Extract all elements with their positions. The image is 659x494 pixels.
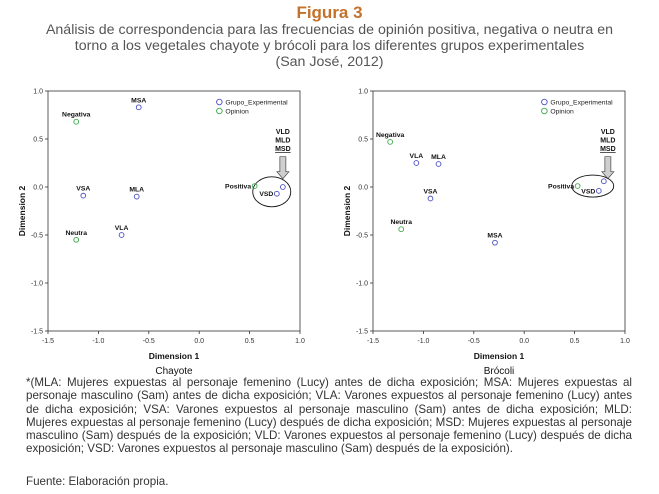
- annotation-label: MSD: [275, 146, 291, 153]
- arrow-icon: [601, 156, 615, 180]
- chart-subtitle: Brócoli: [484, 366, 515, 377]
- plot-frame: [372, 90, 626, 332]
- point-label: VSA: [423, 189, 437, 196]
- data-point: [280, 184, 286, 190]
- x-tick-label: 0.5: [245, 338, 255, 345]
- plot-frame: [47, 90, 301, 332]
- point-label: MSA: [131, 97, 146, 104]
- x-tick-label: 1.0: [295, 338, 305, 345]
- legend-marker: [541, 98, 548, 106]
- y-tick-label: -1.0: [31, 281, 43, 288]
- legend-label: Opinion: [550, 109, 574, 116]
- data-point: [73, 118, 80, 125]
- x-tick-label: 0.5: [570, 338, 580, 345]
- footnote: *(MLA: Mujeres expuestas al personaje fe…: [26, 376, 632, 456]
- point-label: Negativa: [376, 132, 405, 139]
- highlight-ellipse: [571, 174, 615, 198]
- data-point: [595, 187, 602, 194]
- highlight-ellipse: [252, 176, 292, 208]
- data-point: [574, 183, 581, 189]
- annotation-label: MLD: [275, 138, 290, 145]
- x-tick-label: 0.0: [194, 338, 204, 345]
- point-label: Positiva: [225, 184, 251, 191]
- annotation-label: VLD: [601, 129, 615, 136]
- point-label: MSA: [487, 233, 502, 240]
- y-tick-label: 0.0: [33, 185, 43, 192]
- data-point: [387, 139, 393, 145]
- legend-label: Grupo_Experimental: [225, 100, 288, 107]
- data-point: [80, 192, 87, 199]
- point-label: VLA: [410, 153, 424, 160]
- footnote-text: *(MLA: Mujeres expuestas al personaje fe…: [26, 376, 632, 456]
- x-tick-label: -1.0: [417, 338, 429, 345]
- data-point: [600, 178, 607, 185]
- x-tick-label: -0.5: [143, 338, 155, 345]
- arrow-icon: [276, 156, 290, 180]
- y-axis-label: Dimension 2: [17, 185, 27, 236]
- data-point: [135, 104, 142, 111]
- point-label: Neutra: [65, 230, 87, 237]
- data-point: [251, 183, 258, 189]
- y-tick-label: 0.5: [358, 137, 368, 144]
- y-tick-label: 0.5: [33, 137, 43, 144]
- legend-label: Grupo_Experimental: [550, 100, 613, 107]
- data-point: [413, 160, 420, 166]
- x-tick-label: 0.0: [519, 338, 529, 345]
- annotation-label: VLD: [276, 129, 290, 136]
- data-point: [398, 226, 405, 233]
- data-point: [427, 195, 434, 202]
- x-tick-label: -1.0: [92, 338, 104, 345]
- legend-label: Opinion: [225, 109, 249, 116]
- data-point: [118, 232, 125, 238]
- y-tick-label: 1.0: [33, 89, 43, 96]
- caption-line-1: Análisis de correspondencia para las fre…: [45, 22, 614, 38]
- y-tick-label: 0.0: [358, 185, 368, 192]
- point-label: Positiva: [548, 184, 574, 191]
- y-tick-label: -0.5: [356, 233, 368, 240]
- point-label: MLA: [129, 187, 144, 194]
- brocoli-chart: -1.5 -1.0 -0.5 0.0 0.5 1.0 1.0 0.5 0.0 -0.5 -1.0 -1…: [342, 89, 630, 378]
- x-axis-label: Dimension 1: [149, 351, 200, 361]
- data-point: [435, 161, 442, 167]
- x-tick-label: -0.5: [468, 338, 480, 345]
- data-point: [133, 193, 140, 200]
- chayote-chart: -1.5 -1.0 -0.5 0.0 0.5 1.0 1.0 0.5 0.0 -0.5 -1.0 -1…: [17, 89, 305, 378]
- point-label: VLA: [115, 225, 129, 232]
- point-label: Neutra: [390, 219, 412, 226]
- data-point: [273, 190, 280, 197]
- figure-title: Figura 3: [296, 3, 363, 22]
- y-tick-label: 1.0: [358, 89, 368, 96]
- chart-subtitle: Chayote: [155, 366, 193, 377]
- y-tick-label: -0.5: [31, 233, 43, 240]
- point-label: VSA: [76, 186, 90, 193]
- annotation-label: MLD: [600, 138, 615, 145]
- y-tick-label: -1.5: [31, 329, 43, 336]
- x-tick-label: -1.5: [367, 338, 379, 345]
- x-axis-label: Dimension 1: [474, 351, 525, 361]
- x-tick-label: 1.0: [620, 338, 630, 345]
- source-note: Fuente: Elaboración propia.: [26, 475, 169, 488]
- caption-line-2: torno a los vegetales chayote y brócoli …: [74, 38, 585, 54]
- point-label: VSD: [581, 188, 595, 195]
- y-tick-label: -1.0: [356, 281, 368, 288]
- legend-marker: [216, 98, 223, 106]
- annotation-label: MSD: [600, 146, 616, 153]
- point-label: MLA: [431, 154, 446, 161]
- data-point: [492, 239, 498, 246]
- data-point: [73, 236, 80, 243]
- point-label: Negativa: [62, 112, 91, 119]
- legend-marker: [216, 107, 223, 115]
- y-axis-label: Dimension 2: [342, 185, 352, 236]
- legend-marker: [541, 107, 548, 115]
- caption-line-3: (San José, 2012): [275, 54, 384, 70]
- y-tick-label: -1.5: [356, 329, 368, 336]
- x-tick-label: -1.5: [42, 338, 54, 345]
- point-label: VSD: [259, 191, 273, 198]
